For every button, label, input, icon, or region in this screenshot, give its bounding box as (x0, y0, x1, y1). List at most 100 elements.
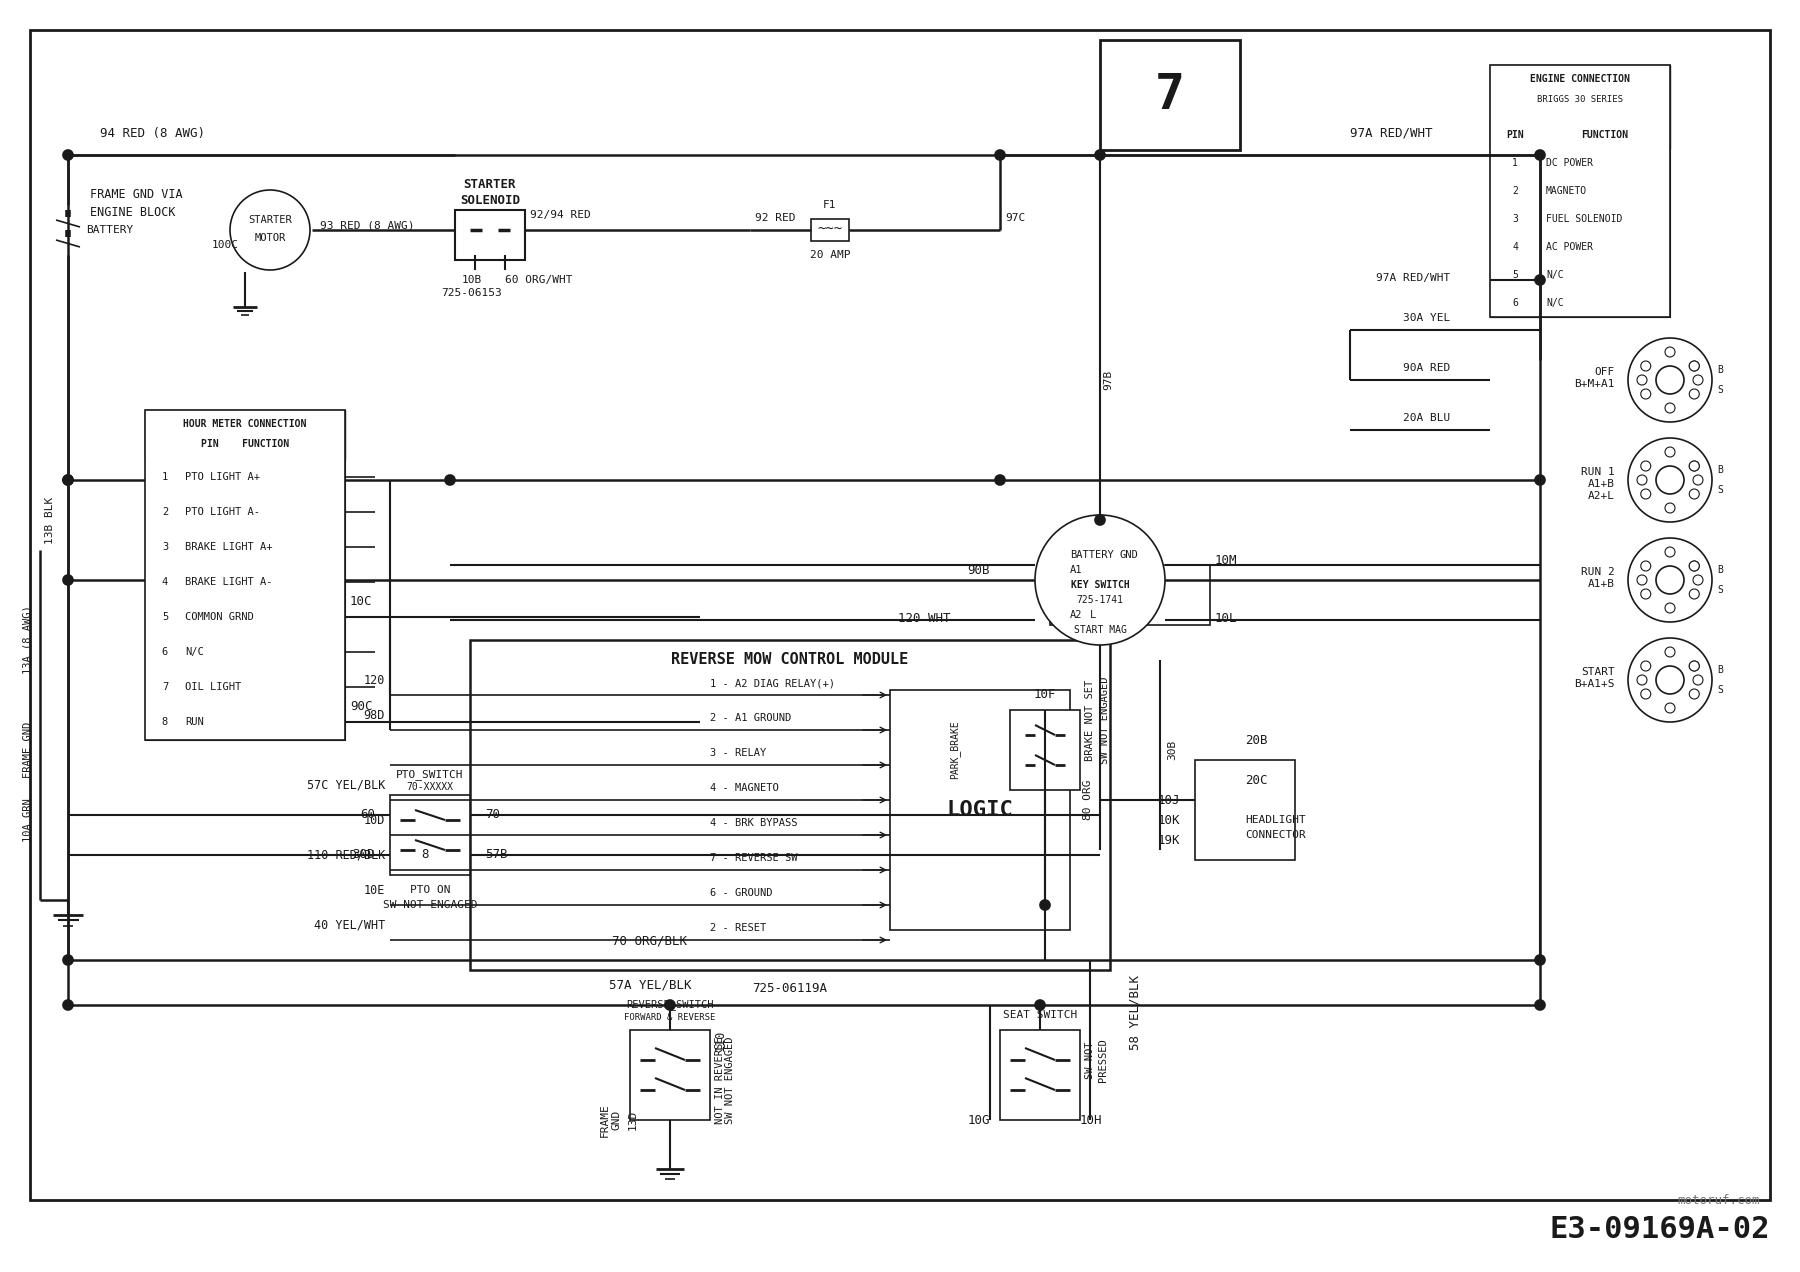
Bar (1490, 233, 1541, 261)
Bar (1490, 121, 1541, 149)
Circle shape (1656, 667, 1685, 695)
Circle shape (664, 1000, 675, 1010)
Text: 13A (8 AWG): 13A (8 AWG) (23, 605, 32, 674)
Text: STARTER: STARTER (464, 178, 517, 192)
Bar (1490, 205, 1670, 233)
Text: HOUR METER CONNECTION: HOUR METER CONNECTION (184, 418, 306, 429)
Circle shape (1642, 389, 1651, 399)
Text: 10K: 10K (1157, 814, 1181, 827)
Text: RUN 1: RUN 1 (1580, 467, 1615, 477)
Bar (1100, 39, 1240, 150)
Circle shape (63, 474, 74, 485)
Text: S: S (1717, 686, 1723, 695)
Text: 5: 5 (162, 612, 167, 622)
Text: 5: 5 (1512, 270, 1517, 280)
Text: SW NOT ENGAGED: SW NOT ENGAGED (1100, 677, 1111, 763)
Text: 80 ORG: 80 ORG (1084, 780, 1093, 820)
Circle shape (995, 474, 1004, 485)
Circle shape (1040, 901, 1049, 909)
Text: STARTER: STARTER (248, 215, 292, 225)
Circle shape (1656, 566, 1685, 594)
Text: 6: 6 (1512, 298, 1517, 308)
Text: BRAKE LIGHT A+: BRAKE LIGHT A+ (185, 542, 272, 552)
Circle shape (1094, 150, 1105, 160)
Text: MOTOR: MOTOR (254, 233, 286, 243)
Circle shape (1656, 366, 1685, 394)
Text: 57B: 57B (484, 848, 508, 861)
Text: B+M+A1: B+M+A1 (1575, 379, 1615, 389)
Text: 10H: 10H (1080, 1113, 1102, 1127)
Text: 2: 2 (162, 508, 167, 516)
Bar (146, 410, 346, 740)
Text: BRAKE NOT SET: BRAKE NOT SET (1085, 679, 1094, 761)
Text: REVERSE MOW CONTROL MODULE: REVERSE MOW CONTROL MODULE (671, 653, 909, 668)
Circle shape (1627, 639, 1712, 722)
Text: BRAKE LIGHT A-: BRAKE LIGHT A- (185, 577, 272, 586)
Text: B: B (1717, 665, 1723, 675)
Text: AC POWER: AC POWER (1546, 242, 1593, 252)
Text: 98D: 98D (364, 709, 385, 722)
Bar (146, 670, 346, 705)
Text: 57C YEL/BLK: 57C YEL/BLK (306, 778, 385, 792)
Circle shape (1627, 338, 1712, 422)
Text: 70-XXXXX: 70-XXXXX (407, 782, 454, 792)
Text: B: B (1717, 365, 1723, 375)
Text: 30D: 30D (353, 848, 374, 861)
Text: 92/94 RED: 92/94 RED (529, 210, 590, 220)
Text: PTO LIGHT A-: PTO LIGHT A- (185, 508, 259, 516)
Text: B: B (1717, 565, 1723, 575)
Bar (146, 495, 346, 530)
Circle shape (1688, 661, 1699, 672)
Text: SW NOT ENGAGED: SW NOT ENGAGED (383, 901, 477, 909)
Text: PTO ON: PTO ON (410, 885, 450, 895)
Text: GND: GND (1120, 550, 1139, 560)
Circle shape (1688, 561, 1699, 571)
Text: 120: 120 (364, 674, 385, 687)
Circle shape (1535, 275, 1544, 285)
Circle shape (1035, 1000, 1046, 1010)
Bar (1490, 205, 1541, 233)
Text: S: S (1717, 385, 1723, 396)
Text: 4 - MAGNETO: 4 - MAGNETO (709, 784, 779, 792)
Text: SEAT SWITCH: SEAT SWITCH (1003, 1010, 1076, 1020)
Circle shape (1636, 474, 1647, 485)
Bar (470, 640, 1111, 971)
Text: L: L (1091, 611, 1096, 619)
Text: 90C: 90C (349, 700, 373, 714)
Text: 3 - RELAY: 3 - RELAY (709, 748, 767, 758)
Text: 4 - BRK BYPASS: 4 - BRK BYPASS (709, 818, 797, 828)
Text: N/C: N/C (1546, 270, 1564, 280)
Text: 10J: 10J (1157, 794, 1181, 806)
Bar (1490, 177, 1670, 205)
Text: 120 WHT: 120 WHT (898, 612, 950, 625)
Text: A2: A2 (1069, 611, 1082, 619)
Circle shape (1094, 515, 1105, 525)
Text: 2 - A1 GROUND: 2 - A1 GROUND (709, 714, 792, 722)
Bar (1490, 149, 1541, 177)
Text: 10M: 10M (1215, 553, 1238, 566)
Text: 97B: 97B (1103, 370, 1112, 391)
Text: N/C: N/C (1546, 298, 1564, 308)
Text: 2 - RESET: 2 - RESET (709, 923, 767, 932)
Text: PARK_BRAKE: PARK_BRAKE (950, 721, 961, 780)
Circle shape (63, 955, 74, 965)
Text: MAGNETO: MAGNETO (1546, 186, 1588, 196)
Bar (1490, 233, 1670, 261)
Text: 60: 60 (360, 809, 374, 822)
Bar (1049, 565, 1210, 625)
Bar (1001, 1030, 1080, 1121)
Text: FORWARD & REVERSE: FORWARD & REVERSE (625, 1014, 716, 1023)
Circle shape (1656, 466, 1685, 494)
Text: 7 - REVERSE SW: 7 - REVERSE SW (709, 854, 797, 862)
Text: HEADLIGHT: HEADLIGHT (1246, 815, 1305, 826)
Text: 70 ORG/BLK: 70 ORG/BLK (612, 934, 688, 946)
Circle shape (1688, 361, 1699, 371)
Bar (146, 530, 346, 565)
Circle shape (1694, 575, 1703, 585)
Text: 40 YEL/WHT: 40 YEL/WHT (313, 918, 385, 932)
Text: OFF: OFF (1595, 368, 1615, 377)
Text: 93 RED (8 AWG): 93 RED (8 AWG) (320, 220, 414, 230)
Bar (146, 705, 346, 740)
Text: PIN: PIN (1507, 130, 1525, 140)
Text: KEY SWITCH: KEY SWITCH (1071, 580, 1129, 590)
